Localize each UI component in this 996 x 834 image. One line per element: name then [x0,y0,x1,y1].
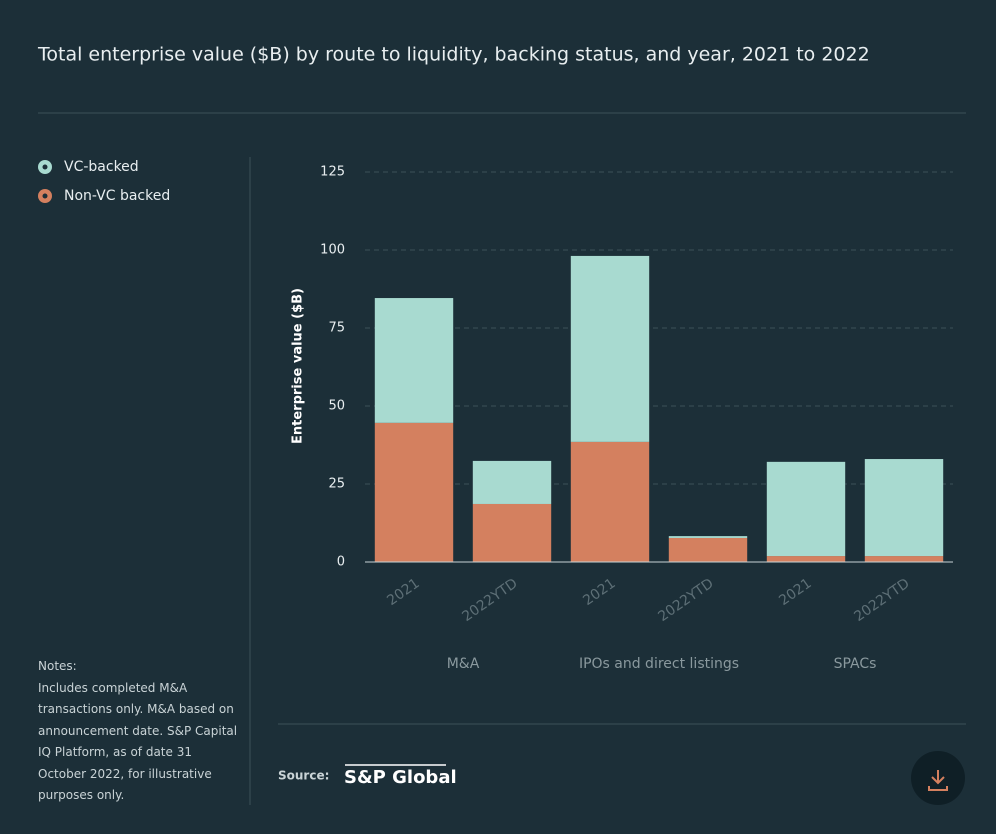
group-label: SPACs [834,656,877,672]
notes-text: Includes completed M&A transactions only… [38,680,238,803]
x-tick-label: 2022YTD [851,575,912,625]
x-tick-label: 2021 [384,575,422,609]
legend-label: VC-backed [64,159,139,175]
group-label: IPOs and direct listings [579,656,739,672]
y-tick-label: 50 [328,399,345,414]
x-tick-label: 2021 [776,575,814,609]
chart-title: Total enterprise value ($B) by route to … [37,44,870,66]
y-tick-label: 100 [320,243,345,258]
bar-segment [766,556,846,562]
legend-marker-dot [42,193,48,199]
bar-segment [570,255,650,442]
y-tick-label: 0 [337,555,345,570]
bar-segment [668,537,748,562]
bar-segment [864,556,944,562]
legend-label: Non-VC backed [64,188,170,204]
bar-segment [374,298,454,423]
source-logo: S&P Global [344,767,457,788]
y-axis-label: Enterprise value ($B) [291,288,306,444]
x-tick-label: 2021 [580,575,618,609]
download-button[interactable] [911,751,965,805]
x-tick-label: 2022YTD [459,575,520,625]
y-tick-label: 125 [320,165,345,180]
x-tick-label: 2022YTD [655,575,716,625]
y-tick-label: 75 [328,321,345,336]
download-icon[interactable] [928,770,948,791]
bar-segment [570,441,650,562]
bar-segment [472,503,552,562]
bar-segment [668,536,748,538]
bar-segment [374,422,454,562]
bar-segment [864,459,944,557]
bar-segment [472,460,552,504]
y-tick-label: 25 [328,477,345,492]
source-label: Source: [278,769,329,783]
legend-marker-dot [42,164,48,170]
bar-segment [766,461,846,557]
group-label: M&A [447,656,480,672]
notes: Notes: Includes completed M&A transactio… [38,656,238,807]
notes-heading: Notes: [38,659,77,673]
